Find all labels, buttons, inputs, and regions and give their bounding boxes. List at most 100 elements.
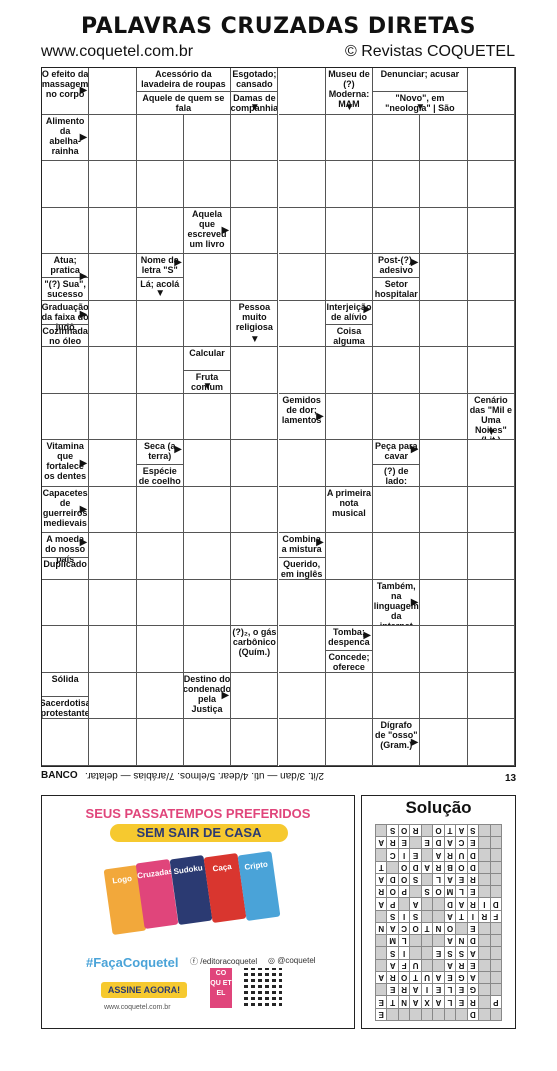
answer-cell[interactable] bbox=[325, 533, 374, 580]
answer-cell[interactable] bbox=[231, 579, 279, 627]
answer-cell[interactable] bbox=[42, 626, 90, 673]
answer-cell[interactable] bbox=[420, 672, 468, 720]
answer-cell[interactable] bbox=[420, 440, 468, 487]
answer-cell[interactable] bbox=[89, 440, 137, 487]
answer-cell[interactable] bbox=[42, 347, 90, 394]
answer-cell[interactable] bbox=[231, 161, 279, 208]
answer-cell[interactable] bbox=[420, 579, 468, 627]
answer-cell[interactable] bbox=[136, 626, 184, 673]
answer-cell[interactable] bbox=[373, 393, 421, 441]
answer-cell[interactable] bbox=[420, 207, 468, 255]
answer-cell[interactable] bbox=[373, 161, 421, 208]
answer-cell[interactable] bbox=[89, 486, 137, 534]
answer-cell[interactable] bbox=[373, 486, 421, 534]
answer-cell[interactable] bbox=[136, 486, 184, 534]
answer-cell[interactable] bbox=[136, 300, 184, 348]
answer-cell[interactable] bbox=[89, 347, 137, 394]
answer-cell[interactable] bbox=[278, 486, 326, 534]
answer-cell[interactable] bbox=[278, 207, 326, 255]
answer-cell[interactable] bbox=[467, 300, 515, 348]
answer-cell[interactable] bbox=[467, 347, 515, 394]
answer-cell[interactable] bbox=[278, 161, 326, 208]
answer-cell[interactable] bbox=[231, 114, 279, 162]
subscription-ad[interactable]: SEUS PASSATEMPOS PREFERIDOS SEM SAIR DE … bbox=[41, 795, 355, 1029]
answer-cell[interactable] bbox=[325, 440, 374, 487]
answer-cell[interactable] bbox=[183, 486, 232, 534]
answer-cell[interactable] bbox=[325, 719, 374, 766]
answer-cell[interactable] bbox=[42, 207, 90, 255]
answer-cell[interactable] bbox=[183, 533, 232, 580]
answer-cell[interactable] bbox=[420, 393, 468, 441]
answer-cell[interactable] bbox=[89, 114, 137, 162]
answer-cell[interactable] bbox=[467, 719, 515, 766]
answer-cell[interactable] bbox=[467, 161, 515, 208]
answer-cell[interactable] bbox=[325, 254, 374, 301]
answer-cell[interactable] bbox=[420, 347, 468, 394]
answer-cell[interactable] bbox=[89, 161, 137, 208]
instagram-handle[interactable]: ◎ @coquetel bbox=[268, 956, 316, 965]
answer-cell[interactable] bbox=[420, 626, 468, 673]
answer-cell[interactable] bbox=[231, 393, 279, 441]
answer-cell[interactable] bbox=[136, 207, 184, 255]
answer-cell[interactable] bbox=[420, 254, 468, 301]
answer-cell[interactable] bbox=[467, 533, 515, 580]
answer-cell[interactable] bbox=[278, 300, 326, 348]
answer-cell[interactable] bbox=[183, 440, 232, 487]
answer-cell[interactable] bbox=[420, 719, 468, 766]
answer-cell[interactable] bbox=[183, 114, 232, 162]
answer-cell[interactable] bbox=[231, 347, 279, 394]
answer-cell[interactable] bbox=[136, 347, 184, 394]
answer-cell[interactable] bbox=[231, 254, 279, 301]
answer-cell[interactable] bbox=[373, 672, 421, 720]
answer-cell[interactable] bbox=[325, 207, 374, 255]
answer-cell[interactable] bbox=[467, 68, 515, 115]
answer-cell[interactable] bbox=[278, 719, 326, 766]
answer-cell[interactable] bbox=[325, 114, 374, 162]
answer-cell[interactable] bbox=[183, 161, 232, 208]
answer-cell[interactable] bbox=[467, 626, 515, 673]
answer-cell[interactable] bbox=[136, 161, 184, 208]
answer-cell[interactable] bbox=[231, 672, 279, 720]
answer-cell[interactable] bbox=[183, 254, 232, 301]
answer-cell[interactable] bbox=[42, 579, 90, 627]
answer-cell[interactable] bbox=[420, 486, 468, 534]
answer-cell[interactable] bbox=[231, 440, 279, 487]
answer-cell[interactable] bbox=[325, 579, 374, 627]
answer-cell[interactable] bbox=[89, 719, 137, 766]
answer-cell[interactable] bbox=[325, 672, 374, 720]
answer-cell[interactable] bbox=[183, 300, 232, 348]
subscribe-button[interactable]: ASSINE AGORA! bbox=[101, 982, 187, 998]
answer-cell[interactable] bbox=[278, 68, 326, 115]
answer-cell[interactable] bbox=[373, 207, 421, 255]
answer-cell[interactable] bbox=[183, 719, 232, 766]
answer-cell[interactable] bbox=[325, 347, 374, 394]
answer-cell[interactable] bbox=[278, 347, 326, 394]
answer-cell[interactable] bbox=[467, 440, 515, 487]
answer-cell[interactable] bbox=[231, 207, 279, 255]
answer-cell[interactable] bbox=[373, 347, 421, 394]
answer-cell[interactable] bbox=[136, 579, 184, 627]
answer-cell[interactable] bbox=[420, 533, 468, 580]
answer-cell[interactable] bbox=[183, 579, 232, 627]
answer-cell[interactable] bbox=[89, 579, 137, 627]
answer-cell[interactable] bbox=[278, 579, 326, 627]
ad-url[interactable]: www.coquetel.com.br bbox=[104, 1004, 171, 1011]
answer-cell[interactable] bbox=[420, 161, 468, 208]
answer-cell[interactable] bbox=[42, 161, 90, 208]
answer-cell[interactable] bbox=[89, 254, 137, 301]
answer-cell[interactable] bbox=[231, 533, 279, 580]
answer-cell[interactable] bbox=[467, 254, 515, 301]
answer-cell[interactable] bbox=[136, 114, 184, 162]
answer-cell[interactable] bbox=[278, 626, 326, 673]
answer-cell[interactable] bbox=[231, 719, 279, 766]
answer-cell[interactable] bbox=[89, 300, 137, 348]
answer-cell[interactable] bbox=[136, 719, 184, 766]
answer-cell[interactable] bbox=[136, 533, 184, 580]
answer-cell[interactable] bbox=[420, 114, 468, 162]
answer-cell[interactable] bbox=[278, 672, 326, 720]
answer-cell[interactable] bbox=[89, 626, 137, 673]
answer-cell[interactable] bbox=[278, 114, 326, 162]
answer-cell[interactable] bbox=[467, 114, 515, 162]
answer-cell[interactable] bbox=[136, 393, 184, 441]
answer-cell[interactable] bbox=[183, 393, 232, 441]
